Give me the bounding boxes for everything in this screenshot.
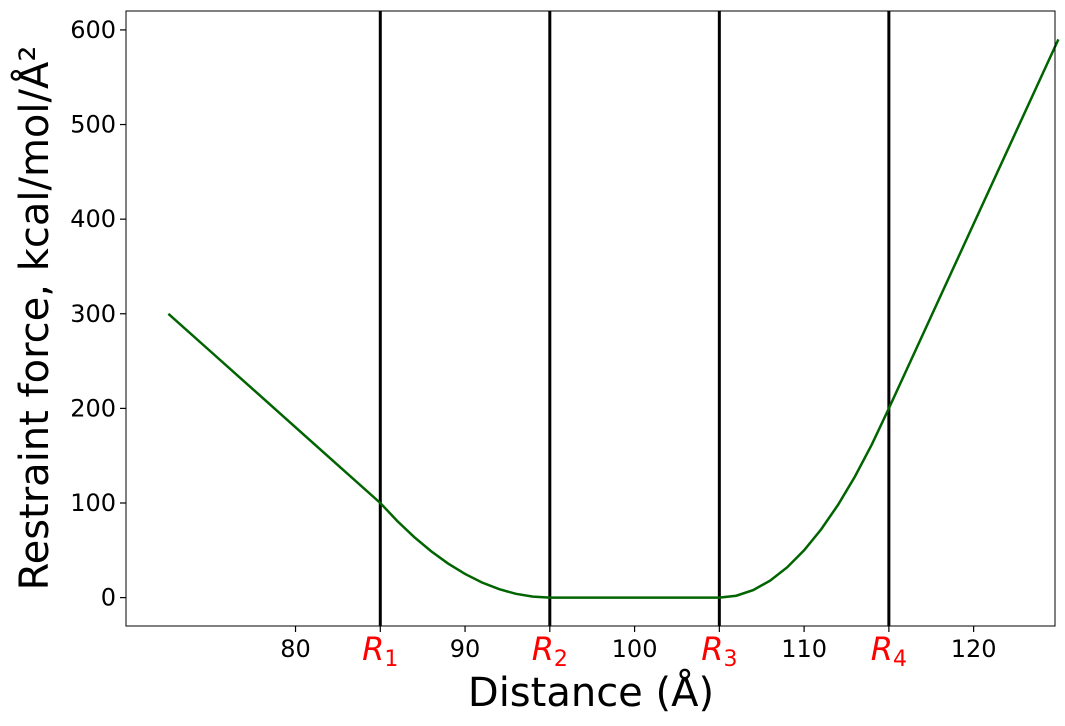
y-tick-label: 500 (70, 111, 116, 139)
y-axis-ticks: 0 100 200 300 400 500 600 (70, 16, 126, 612)
marker-labels: R1 R2 R3 R4 (362, 630, 907, 672)
y-tick-label: 400 (70, 205, 116, 233)
marker-label-r1: R1 (362, 630, 398, 672)
marker-label-r4: R4 (871, 630, 907, 672)
y-tick-label: 0 (101, 584, 116, 612)
plot-frame (125, 10, 1056, 627)
x-tick-label: 120 (951, 635, 997, 663)
x-axis-ticks: 80 90 100 110 120 (280, 626, 997, 663)
y-tick-label: 300 (70, 300, 116, 328)
restraint-force-line (167, 38, 1060, 599)
marker-lines (378, 11, 891, 632)
y-tick-label: 600 (70, 16, 116, 44)
x-tick-label: 90 (450, 635, 481, 663)
x-tick-label: 100 (612, 635, 658, 663)
x-tick-label: 80 (280, 635, 311, 663)
marker-label-r2: R2 (532, 630, 568, 672)
y-axis-title: Restraint force, kcal/mol/Å² (10, 46, 58, 591)
marker-label-r3: R3 (701, 630, 737, 672)
x-axis-title: Distance (Å) (468, 668, 714, 716)
y-tick-label: 200 (70, 394, 116, 422)
x-tick-label: 110 (781, 635, 827, 663)
y-tick-label: 100 (70, 489, 116, 517)
